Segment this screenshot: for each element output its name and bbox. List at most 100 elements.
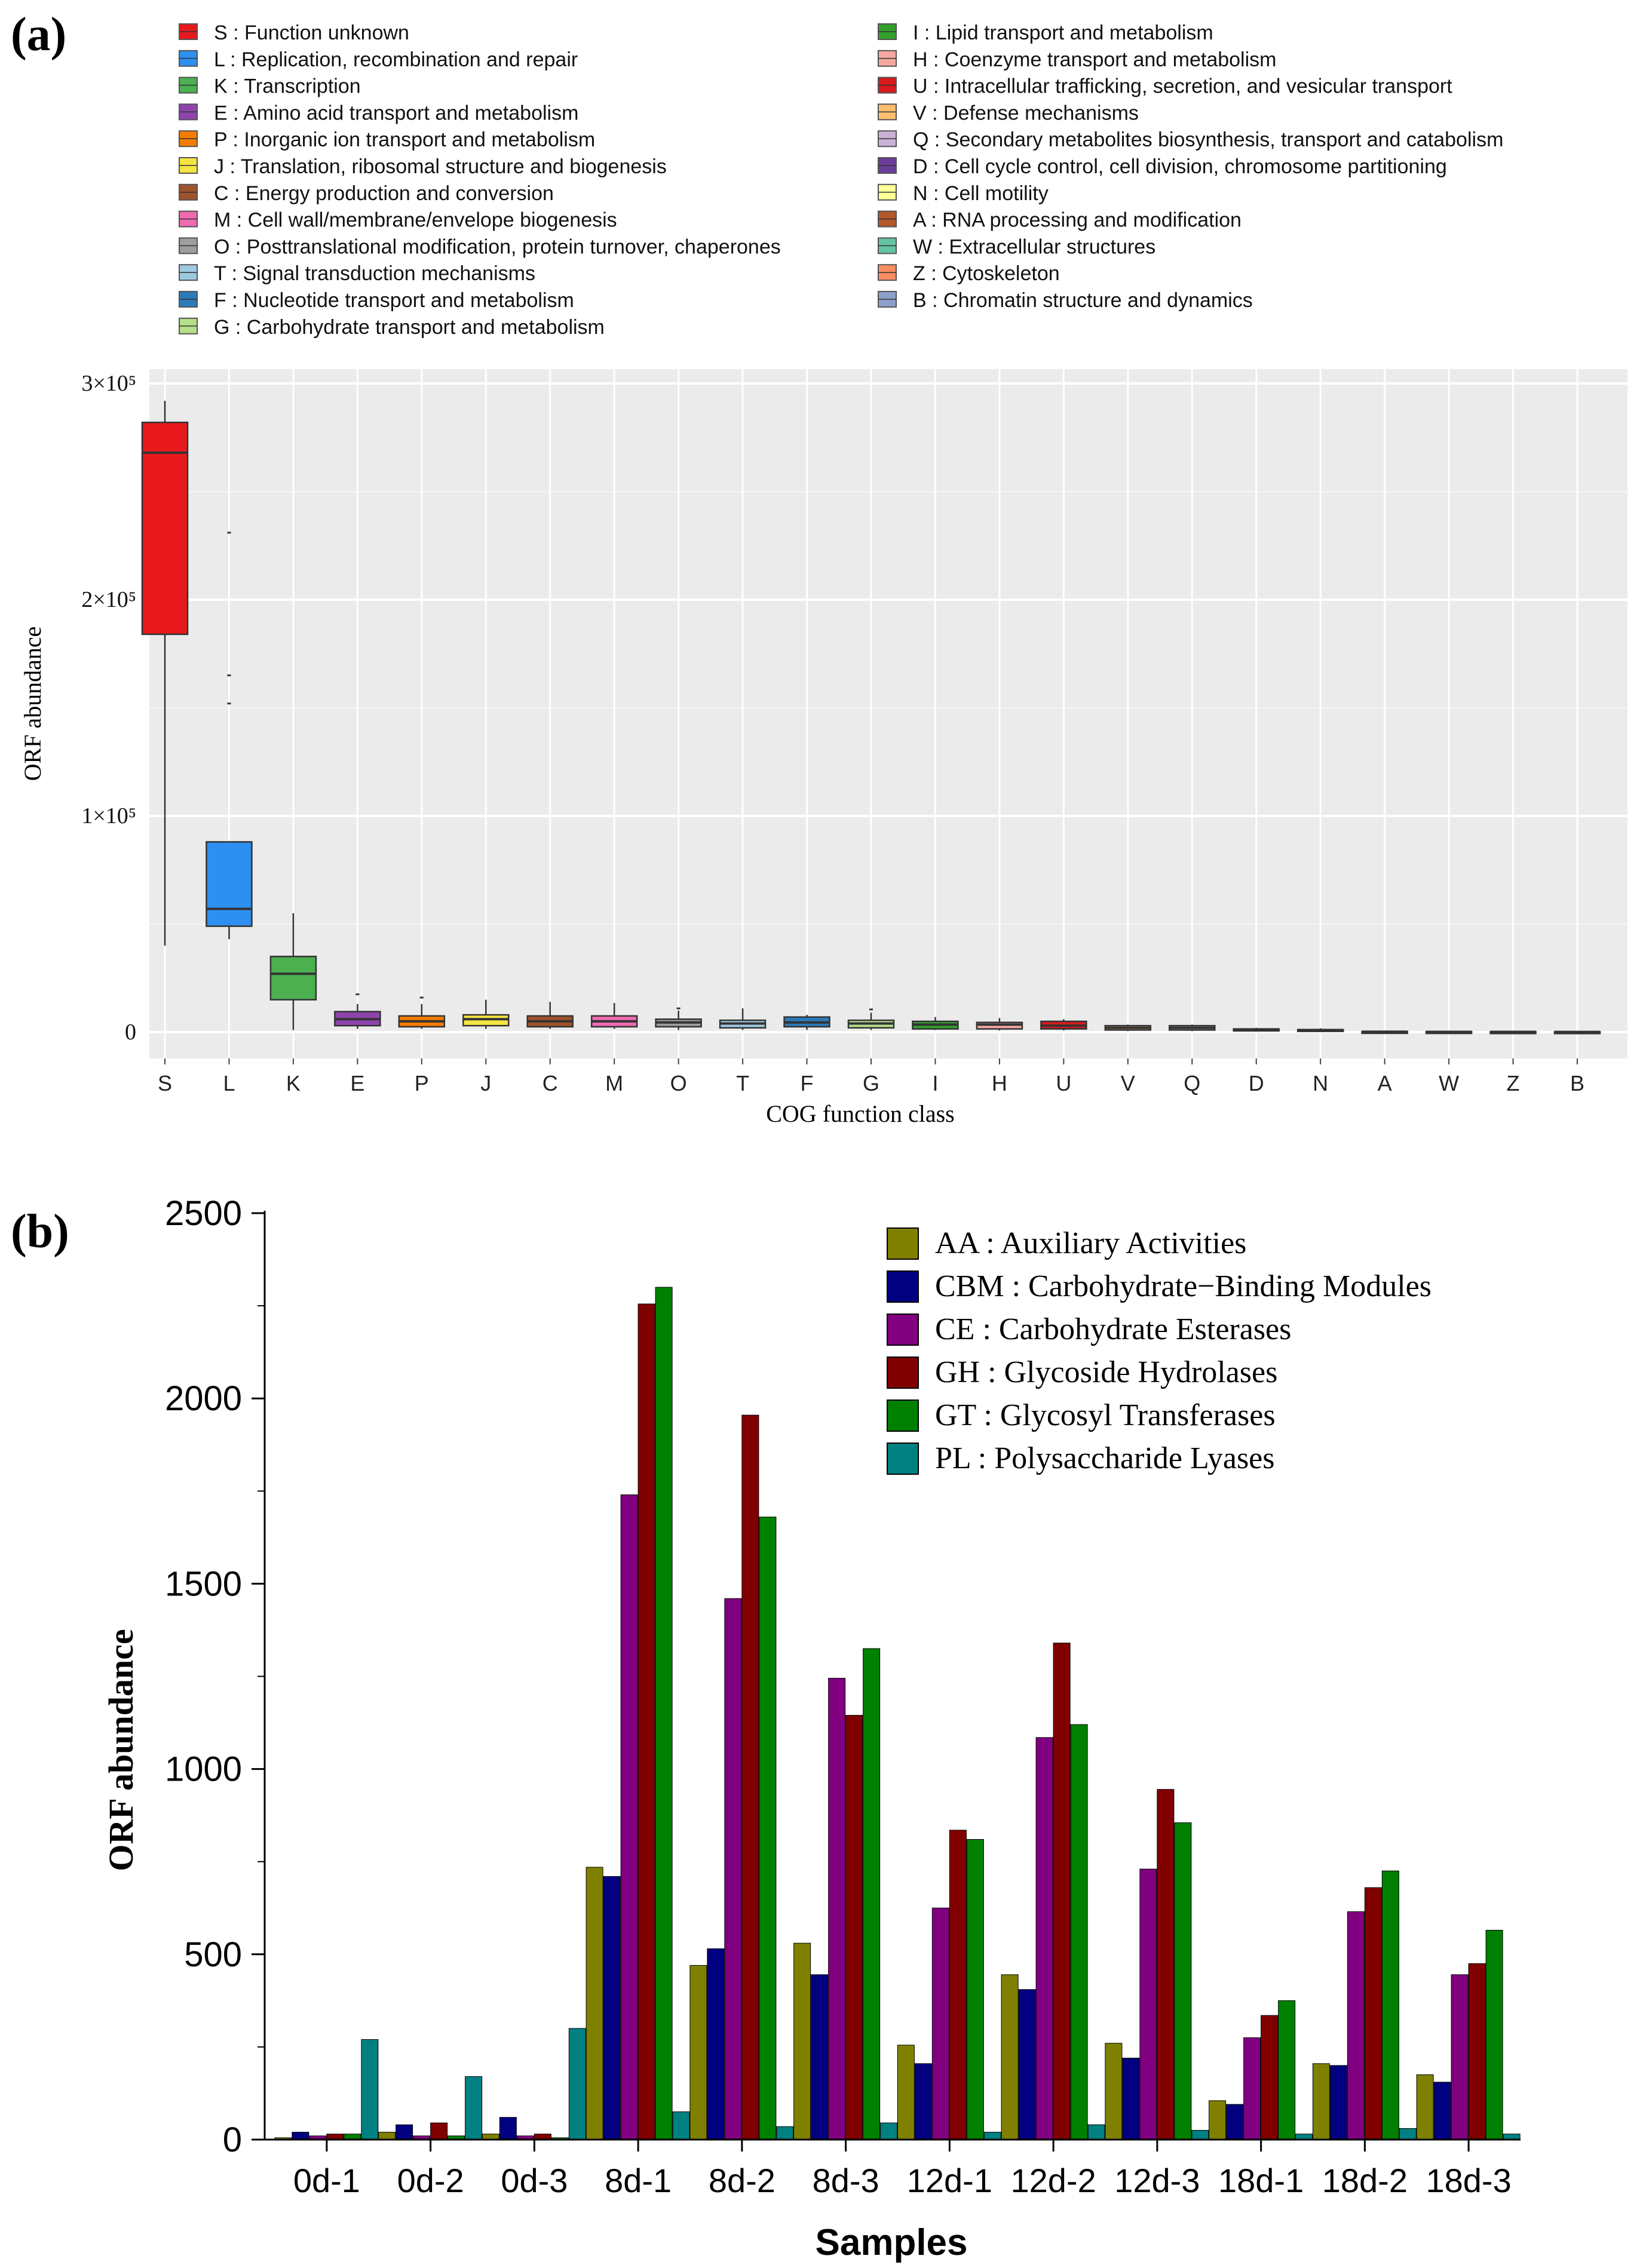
box-P — [398, 996, 446, 1029]
panel-b-x-axis-title: Samples — [815, 2222, 967, 2263]
legend-item-label: I : Lipid transport and metabolism — [913, 22, 1213, 44]
x-tick-label: P — [415, 1071, 429, 1095]
bar — [378, 2132, 396, 2140]
bar-group-12d-3 — [1105, 1789, 1209, 2140]
panel-a-label: (a) — [11, 8, 66, 61]
bar-group-18d-3 — [1416, 1929, 1521, 2140]
bar — [292, 2132, 309, 2140]
x-tick-label: Q — [1184, 1071, 1200, 1095]
legend-item-label: Z : Cytoskeleton — [913, 262, 1060, 285]
x-tick-label: A — [1378, 1071, 1392, 1095]
y-tick-label: 3×10⁵ — [81, 371, 136, 396]
box-I — [912, 1017, 959, 1030]
bar — [914, 2063, 932, 2140]
x-tick-label: O — [670, 1071, 687, 1095]
bar — [1433, 2082, 1451, 2140]
legend-item-label: Q : Secondary metabolites biosynthesis, … — [913, 128, 1503, 151]
y-tick-label: 2500 — [165, 1194, 242, 1233]
x-tick-label: D — [1249, 1071, 1264, 1095]
legend-item-label: B : Chromatin structure and dynamics — [913, 289, 1253, 312]
panel-b-label: (b) — [11, 1205, 69, 1258]
x-tick-label: L — [223, 1071, 235, 1095]
bar-group-12d-1 — [897, 1830, 1001, 2140]
bar — [1451, 1974, 1469, 2140]
bar — [1174, 1822, 1192, 2140]
x-tick-label: 18d-3 — [1426, 2162, 1512, 2199]
bar — [966, 1839, 984, 2140]
x-tick-label: 12d-1 — [907, 2162, 992, 2199]
x-tick-label: 8d-1 — [605, 2162, 672, 2199]
box-S — [141, 400, 189, 946]
x-tick-label: N — [1313, 1071, 1328, 1095]
panel-a-y-axis-title: ORF abundance — [19, 627, 46, 781]
bar — [1157, 1789, 1175, 2140]
box-C — [526, 1002, 574, 1029]
x-tick-label: J — [480, 1071, 491, 1095]
x-tick-label: 18d-1 — [1218, 2162, 1304, 2199]
bar — [1053, 1643, 1071, 2140]
box-N — [1296, 1028, 1344, 1032]
x-tick-label: I — [932, 1071, 938, 1095]
panel-a-plot-background — [149, 369, 1627, 1058]
bar — [1243, 2037, 1261, 2140]
bar — [1226, 2104, 1244, 2140]
box-W — [1425, 1030, 1473, 1035]
bar — [430, 2122, 448, 2140]
bar — [1070, 1724, 1088, 2140]
x-tick-label: 0d-2 — [397, 2162, 464, 2199]
box-G — [847, 1008, 895, 1030]
box-body — [141, 421, 189, 636]
bar — [793, 1942, 811, 2140]
box-T — [719, 1008, 767, 1030]
legend-item-label: E : Amino acid transport and metabolism — [214, 102, 578, 124]
y-tick-label: 1×10⁵ — [81, 803, 136, 828]
bar — [586, 1867, 603, 2140]
bar — [1191, 2129, 1209, 2140]
panel-a: (a) S : Function unknown L : Replication,… — [11, 8, 1627, 1127]
bar — [828, 1678, 846, 2140]
x-tick-label: 12d-3 — [1114, 2162, 1200, 2199]
box-D — [1233, 1027, 1280, 1032]
bar — [1139, 1868, 1157, 2140]
bar — [759, 1517, 777, 2140]
legend-item-label: AA : Auxiliary Activities — [935, 1226, 1246, 1260]
bar — [741, 1414, 759, 2140]
bar — [1035, 1737, 1053, 2140]
legend-item-label: CBM : Carbohydrate−Binding Modules — [935, 1269, 1432, 1303]
box-V — [1104, 1024, 1152, 1032]
y-tick-label: 2×10⁵ — [81, 587, 136, 612]
bar — [1485, 1929, 1503, 2140]
x-tick-label: M — [605, 1071, 623, 1095]
bar-group-12d-2 — [1001, 1643, 1105, 2140]
bar — [1001, 1974, 1019, 2140]
panel-b-bars — [274, 1287, 1521, 2140]
legend-item-label: V : Defense mechanisms — [913, 102, 1139, 124]
box-F — [783, 1015, 830, 1030]
bar — [1105, 2043, 1123, 2140]
box-H — [976, 1018, 1023, 1031]
legend-item-label: T : Signal transduction mechanisms — [214, 262, 535, 285]
x-tick-label: W — [1439, 1071, 1459, 1095]
y-tick-label: 2000 — [165, 1379, 242, 1418]
panel-b-x-ticks: 0d-1 0d-2 0d-3 8d-1 8d-2 8d-3 12d-1 12d-2 12d-3 1… — [293, 2140, 1512, 2199]
bar — [672, 2111, 690, 2140]
box-body — [269, 956, 317, 1001]
bar — [637, 1303, 655, 2140]
box-Q — [1169, 1024, 1216, 1032]
bar-group-18d-2 — [1312, 1870, 1417, 2140]
legend-item-label: A : RNA processing and modification — [913, 209, 1242, 232]
legend-item-label: C : Energy production and conversion — [214, 182, 554, 205]
bar — [1416, 2074, 1434, 2140]
legend-item-label: W : Extracellular structures — [913, 235, 1155, 258]
panel-a-x-axis-title: COG function class — [766, 1100, 955, 1127]
legend-item-label: J : Translation, ribosomal structure and… — [214, 155, 667, 178]
bar — [845, 1715, 863, 2140]
legend-item-label: P : Inorganic ion transport and metaboli… — [214, 128, 595, 151]
legend-item-label: G : Carbohydrate transport and metabolis… — [214, 316, 605, 339]
bar-group-0d-2 — [378, 2076, 483, 2140]
bar — [1018, 1989, 1036, 2140]
bar — [983, 2132, 1001, 2140]
legend-swatch — [887, 1270, 919, 1303]
x-tick-label: 8d-3 — [813, 2162, 879, 2199]
bar — [1347, 1911, 1365, 2140]
